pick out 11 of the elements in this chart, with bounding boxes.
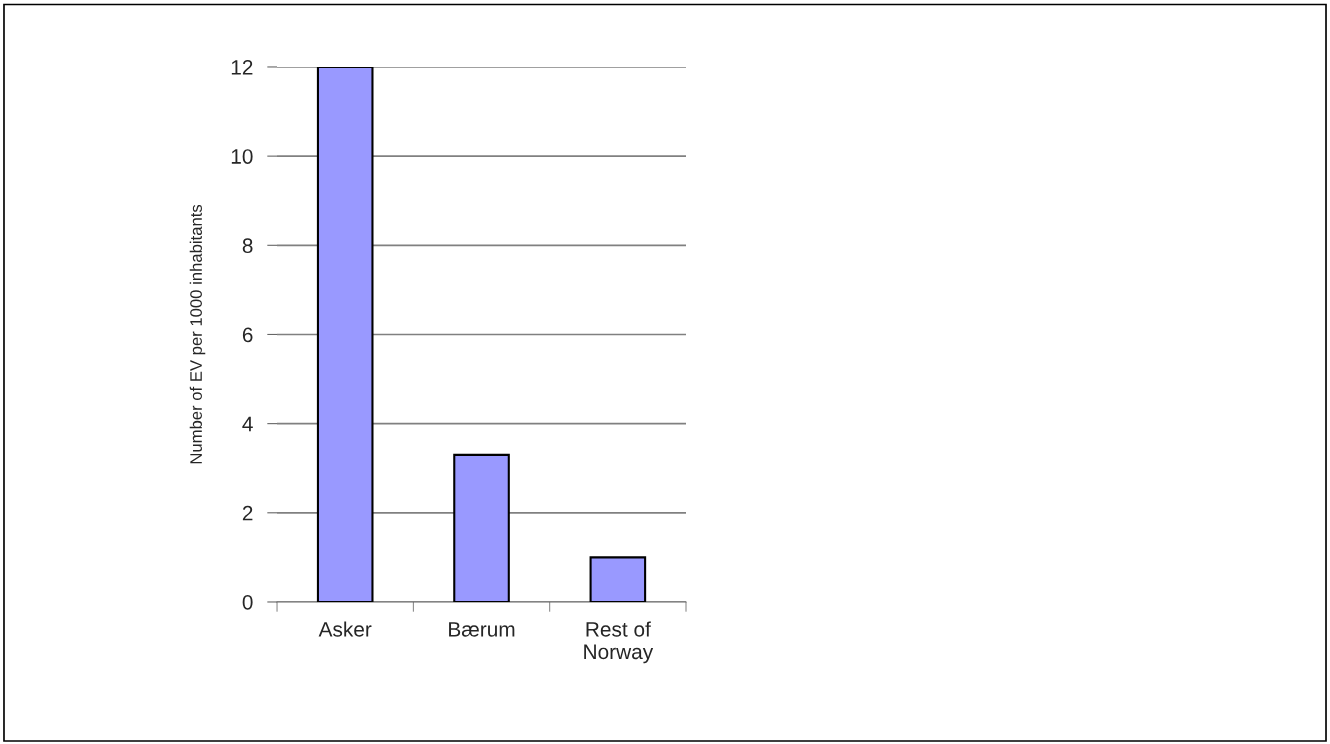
y-tick-label: 6 xyxy=(242,327,253,343)
x-tick-label: Asker xyxy=(318,621,372,637)
y-tick-label: 8 xyxy=(242,238,253,254)
x-tick-label: Rest of Norway xyxy=(584,621,654,664)
x-tick-label: Bærum xyxy=(449,622,515,637)
y-tick-label: 10 xyxy=(231,149,253,164)
y-tick-label: 2 xyxy=(242,505,253,521)
y-axis-title: Number of EV per 1000 inhabitants xyxy=(189,204,206,464)
y-tick-label: 4 xyxy=(242,416,253,432)
y-tick-label: 12 xyxy=(231,59,253,75)
y-tick-label: 0 xyxy=(242,594,253,610)
